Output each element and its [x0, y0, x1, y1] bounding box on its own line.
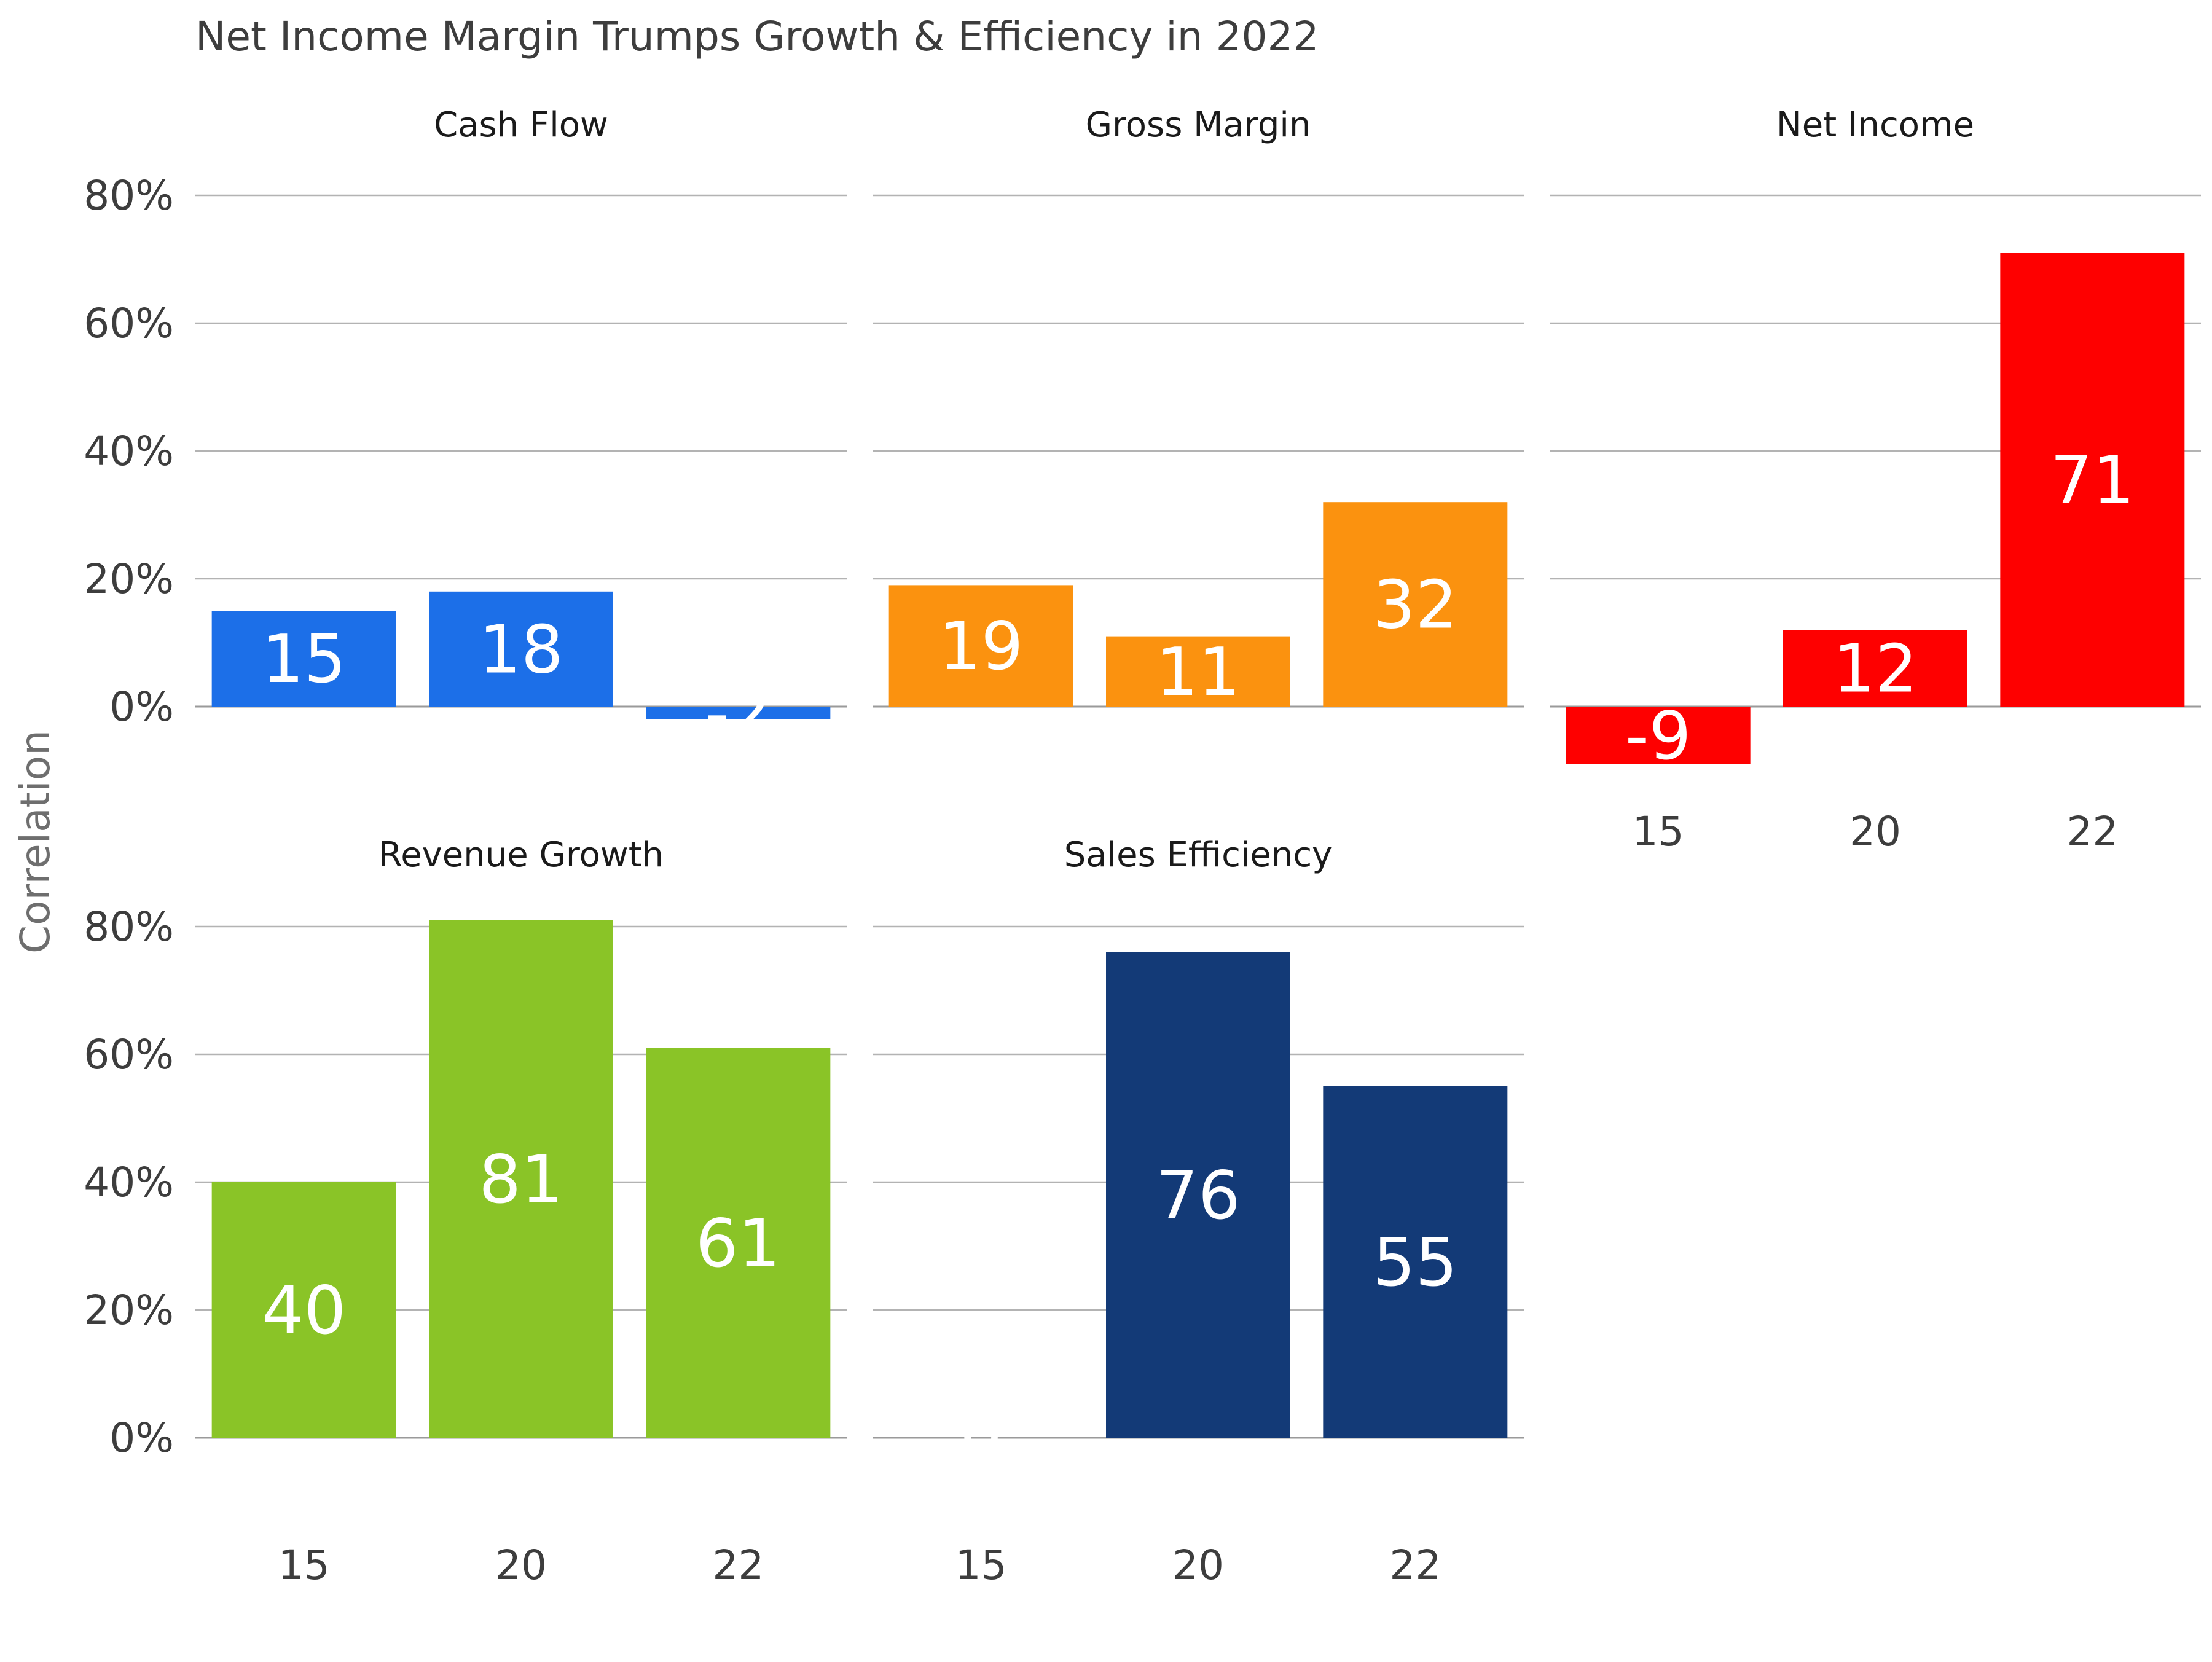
y-tick-label: 40%	[84, 428, 174, 475]
data-label: 19	[939, 608, 1023, 685]
facet-panel: Gross Margin 19 11 32	[873, 105, 1524, 711]
y-tick-label: 40%	[84, 1159, 174, 1206]
facet-panel: Sales Efficiency 0 76 55 15 20 22	[873, 835, 1524, 1589]
facet-title: Gross Margin	[1086, 105, 1311, 145]
facet-panel: Net Income -9 12 71 15 20 22	[1550, 105, 2201, 855]
x-tick-label: 15	[1633, 808, 1684, 855]
y-axis-label: Correlation	[12, 730, 59, 954]
y-tick-label: 20%	[84, 555, 174, 603]
bar	[646, 1048, 831, 1438]
data-label: -2	[705, 675, 771, 752]
x-tick-label: 20	[495, 1542, 547, 1589]
y-tick-label: 60%	[84, 300, 174, 347]
data-label: 71	[2050, 442, 2135, 519]
bar	[888, 585, 1073, 707]
bar	[429, 591, 613, 707]
bar	[2000, 253, 2185, 707]
facet-title: Revenue Growth	[378, 835, 664, 875]
bar	[1566, 707, 1751, 764]
bar	[211, 611, 396, 707]
bar	[429, 920, 613, 1438]
facet-title: Cash Flow	[434, 105, 608, 145]
data-label: -9	[1625, 698, 1692, 775]
y-tick-label: 60%	[84, 1031, 174, 1078]
bar	[1106, 636, 1290, 707]
chart-title: Net Income Margin Trumps Growth & Effici…	[195, 13, 1319, 60]
bar	[1106, 952, 1290, 1438]
x-tick-label: 20	[1849, 808, 1901, 855]
x-tick-label: 15	[278, 1542, 330, 1589]
bar	[1323, 1086, 1508, 1438]
facet-panels: Cash Flow 0% 20% 40% 60% 80% 15 18 -2 Gross Margi…	[84, 105, 2201, 1589]
x-tick-label: 15	[955, 1542, 1007, 1589]
y-tick-label: 20%	[84, 1287, 174, 1334]
data-label: 11	[1156, 634, 1240, 711]
facet-title: Sales Efficiency	[1064, 835, 1333, 875]
bar	[646, 707, 831, 719]
bar	[211, 1182, 396, 1438]
x-tick-label: 22	[1389, 1542, 1441, 1589]
data-label: 15	[262, 621, 346, 698]
bar	[1783, 630, 1967, 707]
y-tick-label: 80%	[84, 903, 174, 951]
data-label: 0	[960, 1400, 1002, 1477]
data-label: 12	[1833, 631, 1917, 708]
data-label: 81	[479, 1142, 563, 1218]
bar	[1323, 502, 1508, 707]
data-label: 76	[1156, 1158, 1240, 1234]
data-label: 55	[1373, 1225, 1457, 1301]
facet-panel: Revenue Growth 0% 20% 40% 60% 80% 40 81 61 15 20 22	[84, 835, 847, 1589]
y-tick-label: 0%	[109, 1414, 174, 1462]
x-tick-label: 20	[1172, 1542, 1224, 1589]
data-label: 61	[696, 1205, 780, 1282]
data-label: 32	[1373, 567, 1457, 644]
facet-panel: Cash Flow 0% 20% 40% 60% 80% 15 18 -2	[84, 105, 847, 752]
x-tick-label: 22	[712, 1542, 764, 1589]
data-label: 18	[479, 611, 563, 688]
y-tick-label: 0%	[109, 683, 174, 731]
facet-title: Net Income	[1776, 105, 1974, 145]
x-tick-label: 22	[2066, 808, 2118, 855]
data-label: 40	[262, 1272, 346, 1349]
y-tick-label: 80%	[84, 172, 174, 219]
